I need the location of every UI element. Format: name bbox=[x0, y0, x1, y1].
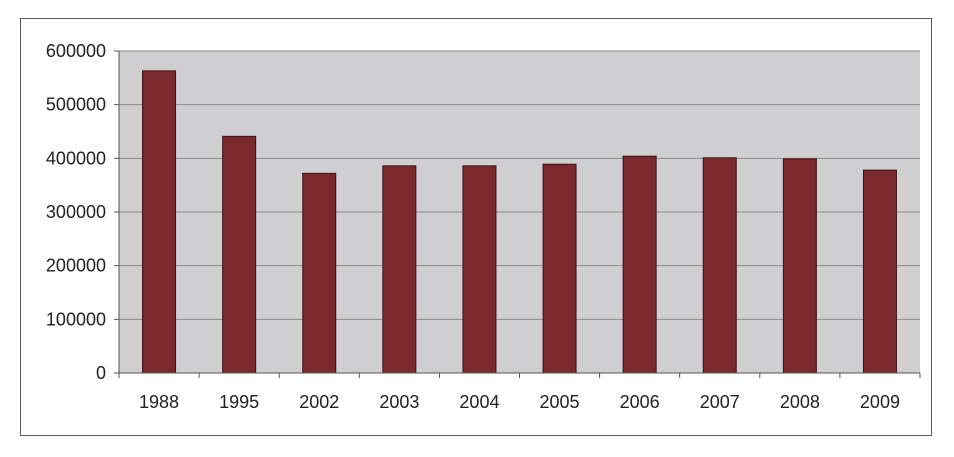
x-tick-label: 2002 bbox=[299, 392, 339, 412]
y-tick-label: 0 bbox=[96, 363, 106, 383]
axes bbox=[118, 51, 921, 378]
y-tick-labels: 0 100000 200000 300000 400000 500000 600000 bbox=[46, 41, 106, 383]
x-tick-label: 1995 bbox=[219, 392, 259, 412]
y-tick-label: 600000 bbox=[46, 41, 106, 61]
x-tick-label: 2009 bbox=[860, 392, 900, 412]
bar-2006 bbox=[622, 155, 657, 374]
bar-1995 bbox=[222, 135, 257, 374]
bar-2004 bbox=[462, 165, 497, 374]
y-tick-label: 300000 bbox=[46, 202, 106, 222]
x-tick-label: 1988 bbox=[139, 392, 179, 412]
bar-2003 bbox=[382, 165, 417, 374]
x-tick-label: 2004 bbox=[459, 392, 499, 412]
bar-2008 bbox=[782, 158, 817, 374]
x-tick-label: 2006 bbox=[620, 392, 660, 412]
y-tick-label: 500000 bbox=[46, 95, 106, 115]
x-tick-label: 2007 bbox=[700, 392, 740, 412]
bar-2009 bbox=[862, 169, 897, 374]
y-tick-label: 100000 bbox=[46, 309, 106, 329]
bar-2007 bbox=[702, 157, 737, 374]
bar-1988 bbox=[142, 70, 177, 374]
x-tick-label: 2005 bbox=[540, 392, 580, 412]
bar-2002 bbox=[302, 172, 337, 374]
y-tick-label: 200000 bbox=[46, 256, 106, 276]
x-tick-label: 2003 bbox=[379, 392, 419, 412]
x-tick-label: 2008 bbox=[780, 392, 820, 412]
bar-2005 bbox=[542, 163, 577, 374]
x-tick-labels: 1988 1995 2002 2003 2004 2005 2006 2007 2008 2009 bbox=[139, 392, 900, 412]
bars bbox=[142, 70, 897, 374]
y-tick-label: 400000 bbox=[46, 148, 106, 168]
